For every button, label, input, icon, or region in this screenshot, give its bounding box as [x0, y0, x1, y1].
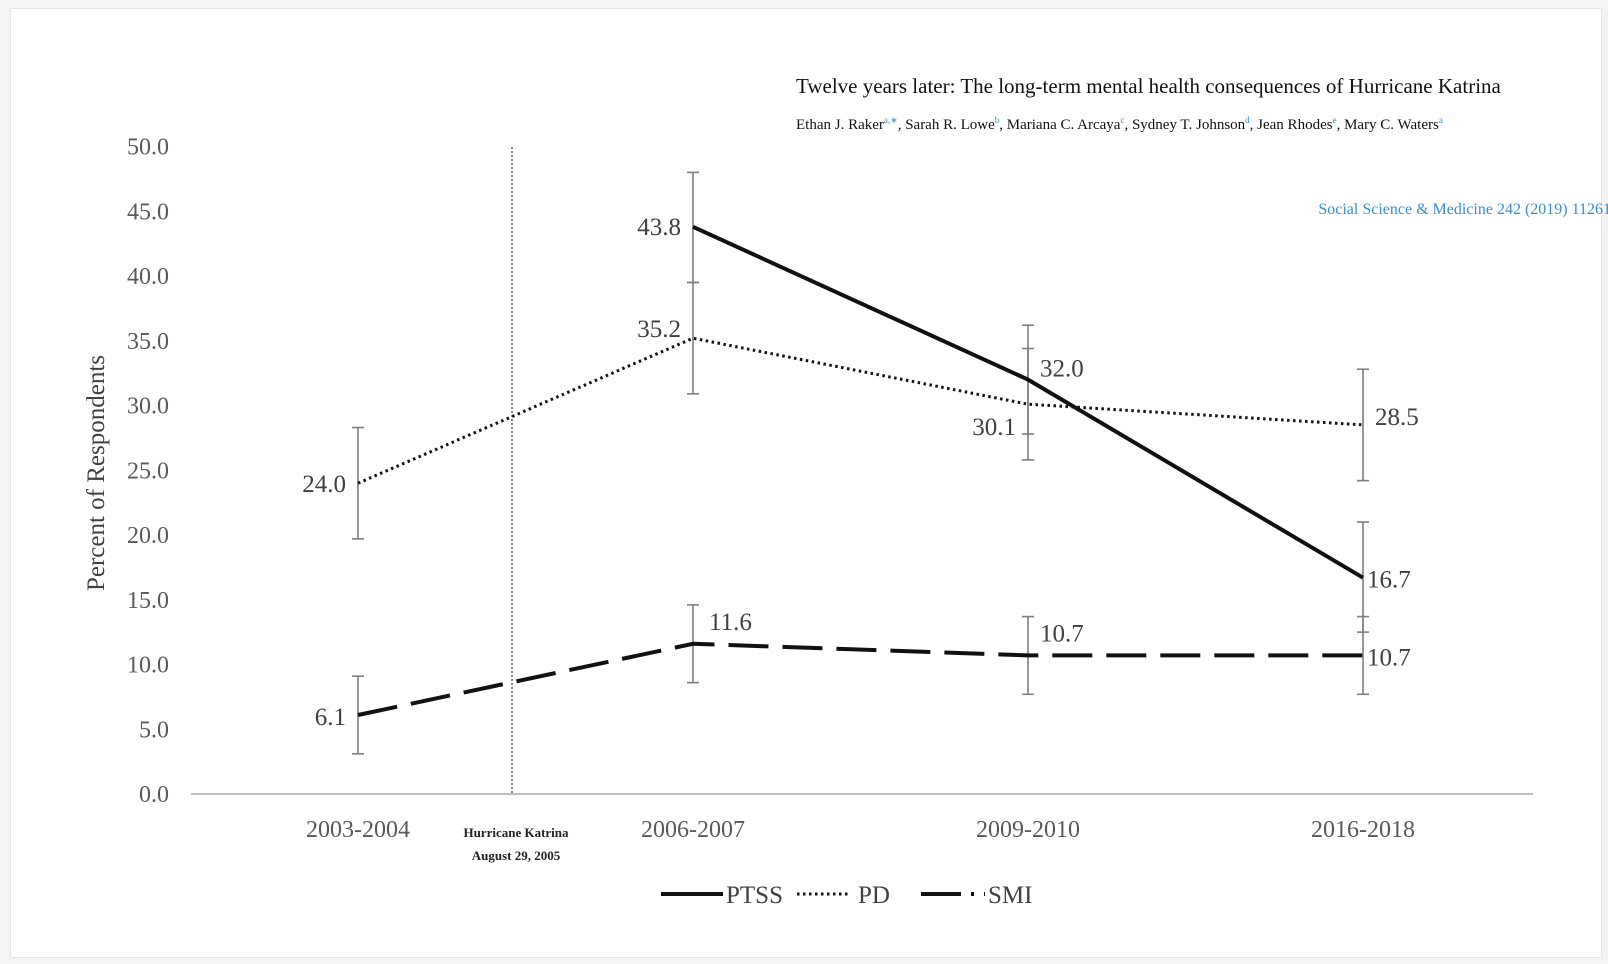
x-tick-label: 2009-2010 [976, 817, 1080, 843]
legend-smi-label: SMI [988, 882, 1032, 909]
y-axis-ticks: 0.0 5.0 10.0 15.0 20.0 25.0 30.0 35.0 40.0 45.0 50… [127, 135, 169, 809]
data-label-pd: 24.0 [302, 471, 346, 498]
series-line-ptss [692, 224, 1365, 580]
paper-authors: Ethan J. Rakera,∗, Sarah R. Loweb, Maria… [796, 115, 1443, 133]
y-tick-label: 30.0 [127, 394, 169, 420]
author-name: Mariana C. Arcaya [1006, 117, 1121, 133]
y-tick-label: 40.0 [127, 264, 169, 290]
author-name: Sarah R. Lowe [905, 117, 995, 133]
data-label-pd: 28.5 [1375, 404, 1419, 431]
data-label-smi: 10.7 [1040, 620, 1084, 647]
data-label-ptss: 43.8 [637, 214, 681, 241]
author-affiliation-mark[interactable]: a [1438, 115, 1443, 125]
data-label-smi: 6.1 [315, 704, 346, 731]
y-tick-label: 5.0 [139, 717, 169, 743]
data-label-ptss: 32.0 [1040, 356, 1084, 383]
y-tick-label: 20.0 [127, 523, 169, 549]
line-chart: 0.0 5.0 10.0 15.0 20.0 25.0 30.0 35.0 40.0 45.0 50… [83, 135, 1533, 909]
data-label-smi: 10.7 [1367, 644, 1411, 671]
paper-title: Twelve years later: The long-term mental… [796, 74, 1501, 98]
data-label-ptss: 16.7 [1367, 567, 1411, 594]
figure-frame: 0.0 5.0 10.0 15.0 20.0 25.0 30.0 35.0 40.0 45.0 50… [10, 8, 1608, 958]
author-affiliation-mark[interactable]: c [1120, 115, 1125, 125]
x-tick-label: 2003-2004 [306, 817, 410, 843]
author-name: Sydney T. Johnson [1131, 117, 1246, 133]
series-lines [357, 224, 1365, 717]
author-affiliation-mark[interactable]: d [1245, 115, 1250, 125]
data-label-smi: 11.6 [709, 609, 752, 636]
journal-citation-link[interactable]: Social Science & Medicine 242 (2019) 112… [1318, 201, 1608, 218]
x-tick-label: 2016-2018 [1311, 817, 1415, 843]
author-name: Jean Rhodes [1257, 117, 1333, 133]
paper-header: Twelve years later: The long-term mental… [796, 71, 1608, 218]
y-tick-label: 0.0 [139, 782, 169, 808]
data-labels: 43.8 32.0 16.7 24.0 35.2 30.1 28.5 6.1 11.6 10.7 1… [302, 214, 1419, 731]
data-label-pd: 30.1 [972, 414, 1016, 441]
y-tick-label: 15.0 [127, 588, 169, 614]
author-name: Mary C. Waters [1344, 117, 1439, 133]
error-bars [352, 171, 1369, 755]
y-tick-label: 50.0 [127, 135, 169, 161]
author-affiliation-mark[interactable]: b [994, 115, 1000, 125]
y-tick-label: 45.0 [127, 199, 169, 225]
legend-ptss-label: PTSS [726, 882, 783, 909]
author-name: Ethan J. Raker [796, 117, 884, 133]
author-affiliation-mark[interactable]: e [1332, 115, 1337, 125]
series-line-pd [357, 336, 1364, 485]
legend-pd-label: PD [858, 882, 890, 909]
legend: PTSS PD SMI [661, 882, 1032, 909]
data-label-pd: 35.2 [637, 316, 681, 343]
y-tick-label: 35.0 [127, 329, 169, 355]
y-tick-label: 10.0 [127, 653, 169, 679]
x-axis-ticks: 2003-2004 2006-2007 2009-2010 2016-2018 [306, 817, 1415, 843]
katrina-annotation-line2: August 29, 2005 [472, 848, 561, 863]
author-affiliation-mark[interactable]: a,∗ [883, 115, 898, 125]
y-tick-label: 25.0 [127, 458, 169, 484]
katrina-annotation-line1: Hurricane Katrina [463, 825, 569, 840]
x-tick-label: 2006-2007 [641, 817, 745, 843]
y-axis-label: Percent of Respondents [83, 355, 110, 591]
series-line-smi [357, 641, 1363, 717]
